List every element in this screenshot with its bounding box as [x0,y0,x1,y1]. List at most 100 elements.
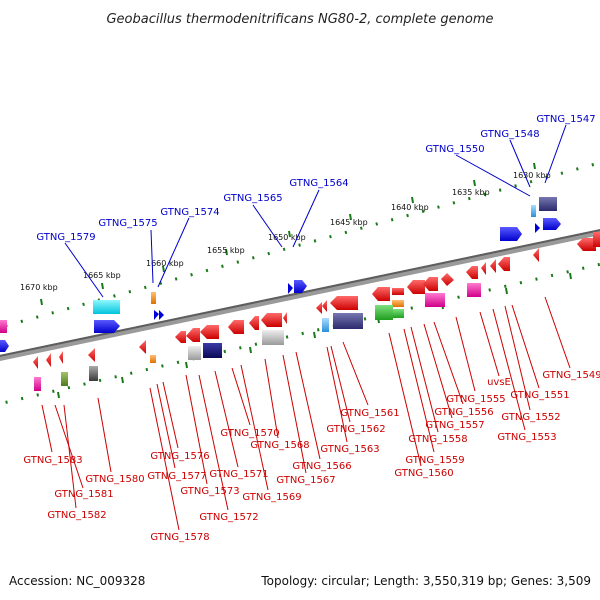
gene-label[interactable]: GTNG_1575 [98,218,157,229]
gene-feature[interactable] [46,353,51,367]
gene-label[interactable]: GTNG_1563 [320,444,379,455]
gene-feature[interactable] [593,232,600,247]
gene-feature[interactable] [288,283,293,294]
kbp-tick: 1665 kbp [83,271,121,290]
gene-label[interactable]: GTNG_1547 [536,114,595,125]
gene-feature[interactable] [139,340,146,354]
gene-feature[interactable] [466,266,478,279]
gene-feature[interactable] [392,300,404,307]
gene-label[interactable]: GTNG_1550 [425,144,484,155]
gene-label[interactable]: GTNG_1580 [85,474,144,485]
gene-label[interactable]: GTNG_1571 [209,469,268,480]
gene-feature[interactable] [543,218,561,230]
gene-label[interactable]: GTNG_1570 [220,428,279,439]
gene-label[interactable]: GTNG_1579 [36,232,95,243]
gene-feature[interactable] [203,343,222,358]
gene-feature[interactable] [249,316,259,330]
gene-feature[interactable] [0,340,9,352]
gene-feature[interactable] [577,238,596,251]
gene-feature[interactable] [393,309,404,318]
gene-label[interactable]: GTNG_1548 [480,129,539,140]
gene-feature[interactable] [188,346,201,360]
gene-feature[interactable] [150,355,156,363]
gene-label[interactable]: GTNG_1556 [434,407,493,418]
gene-feature[interactable] [498,257,510,271]
bottom-label-leaders [41,296,571,531]
gene-feature[interactable] [89,366,98,381]
kbp-tick: 1650 kbp [268,230,306,242]
gene-feature[interactable] [283,312,287,324]
gene-feature[interactable] [423,277,438,291]
gene-label[interactable]: GTNG_1577 [147,471,206,482]
gene-label[interactable]: GTNG_1562 [326,424,385,435]
gene-feature[interactable] [425,293,445,307]
gene-feature[interactable] [151,292,156,304]
gene-label[interactable]: GTNG_1553 [497,432,556,443]
gene-label[interactable]: GTNG_1561 [340,408,399,419]
gene-label[interactable]: GTNG_1557 [425,420,484,431]
gene-label[interactable]: GTNG_1552 [501,412,560,423]
gene-label[interactable]: uvsE [487,377,511,388]
gene-feature[interactable] [262,330,284,345]
gene-feature[interactable] [533,248,539,262]
gene-label[interactable]: GTNG_1565 [223,193,282,204]
gene-feature[interactable] [93,300,120,314]
gene-label[interactable]: GTNG_1574 [160,207,219,218]
gene-feature[interactable] [228,320,244,334]
gene-label[interactable]: GTNG_1576 [150,451,209,462]
gene-label[interactable]: GTNG_1582 [47,510,106,521]
gene-feature[interactable] [490,259,496,273]
gene-feature[interactable] [294,280,307,293]
gene-feature[interactable] [531,205,536,217]
gene-feature[interactable] [375,305,393,320]
gene-label[interactable]: GTNG_1555 [446,394,505,405]
gene-feature[interactable] [59,351,63,364]
reverse-strand-features [33,232,600,391]
gene-feature[interactable] [372,287,390,301]
gene-label[interactable]: GTNG_1569 [242,492,301,503]
gene-feature[interactable] [481,262,486,275]
genome-summary-text: Topology: circular; Length: 3,550,319 bp… [260,574,591,588]
gene-label[interactable]: GTNG_1560 [394,468,453,479]
gene-feature[interactable] [175,331,186,343]
gene-feature[interactable] [539,197,557,211]
gene-label[interactable]: GTNG_1581 [54,489,113,500]
gene-feature[interactable] [200,325,219,339]
gene-feature[interactable] [186,328,200,342]
gene-feature[interactable] [330,296,358,310]
gene-feature[interactable] [467,283,481,297]
kbp-tick-label: 1650 kbp [268,233,306,242]
gene-label[interactable]: GTNG_1566 [292,461,351,472]
gene-label[interactable]: GTNG_1551 [510,390,569,401]
gene-feature[interactable] [322,318,329,332]
gene-feature[interactable] [159,310,164,320]
gene-feature[interactable] [34,377,41,391]
gene-label[interactable]: GTNG_1549 [542,370,600,381]
gene-label[interactable]: GTNG_1583 [23,455,82,466]
gene-feature[interactable] [322,300,327,312]
gene-feature[interactable] [535,223,540,233]
gene-label[interactable]: GTNG_1572 [199,512,258,523]
kbp-tick: 1645 kbp [330,213,368,227]
gene-feature[interactable] [316,302,322,314]
gene-feature[interactable] [154,310,159,320]
gene-label[interactable]: GTNG_1567 [276,475,335,486]
accession-text: Accession: NC_009328 [9,574,145,588]
gene-feature[interactable] [33,356,38,369]
gene-label[interactable]: GTNG_1564 [289,178,348,189]
gene-feature[interactable] [94,320,120,333]
gene-feature[interactable] [0,320,7,333]
gene-feature[interactable] [392,288,404,295]
gene-feature[interactable] [500,227,522,241]
gene-label[interactable]: GTNG_1568 [250,440,309,451]
gene-feature[interactable] [441,273,454,286]
gene-label[interactable]: GTNG_1559 [405,455,464,466]
gene-feature[interactable] [261,313,282,327]
gene-feature[interactable] [407,280,425,294]
gene-label[interactable]: GTNG_1578 [150,532,209,543]
gene-label[interactable]: GTNG_1558 [408,434,467,445]
gene-feature[interactable] [88,348,95,362]
gene-feature[interactable] [61,372,68,386]
gene-label[interactable]: GTNG_1573 [180,486,239,497]
gene-feature[interactable] [333,313,363,329]
